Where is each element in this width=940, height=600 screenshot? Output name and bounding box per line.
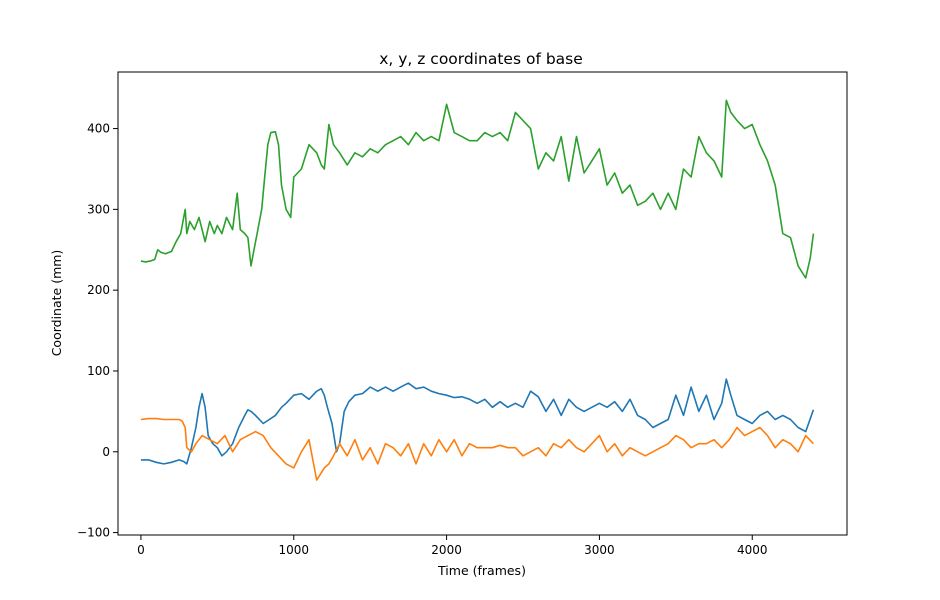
- y-tick-label: 200: [87, 283, 110, 297]
- series-line-2: [140, 99, 815, 279]
- y-axis-ticks: −100 0 100 200 300 400: [77, 122, 118, 540]
- y-tick-label: 0: [102, 445, 110, 459]
- x-tick-label: 0: [137, 543, 145, 557]
- x-axis-ticks: 0 1000 2000 3000 4000: [137, 535, 768, 557]
- y-tick-label: 100: [87, 364, 110, 378]
- plot-area: [117, 71, 848, 536]
- x-tick-label: 1000: [278, 543, 309, 557]
- y-axis-label: Coordinate (mm): [49, 250, 64, 357]
- y-tick-label: 400: [87, 122, 110, 136]
- x-tick-label: 3000: [584, 543, 615, 557]
- series-line-0: [140, 378, 815, 465]
- x-axis-label: Time (frames): [437, 563, 526, 578]
- x-tick-label: 2000: [431, 543, 462, 557]
- y-tick-label: 300: [87, 202, 110, 216]
- x-tick-label: 4000: [737, 543, 768, 557]
- series-line-1: [140, 417, 814, 481]
- series-layer: [140, 99, 815, 481]
- y-tick-label: −100: [77, 526, 110, 540]
- chart-title: x, y, z coordinates of base: [379, 50, 583, 68]
